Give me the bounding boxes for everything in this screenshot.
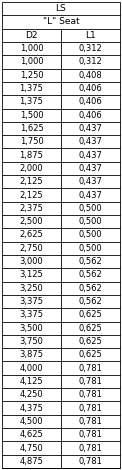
Text: 0,562: 0,562 (79, 257, 102, 266)
Text: 0,781: 0,781 (79, 390, 102, 400)
Text: 0,437: 0,437 (79, 190, 102, 200)
Text: 0,625: 0,625 (79, 337, 102, 346)
Text: LS: LS (56, 4, 66, 13)
Text: 1,625: 1,625 (20, 124, 43, 133)
Text: 1,000: 1,000 (20, 44, 43, 53)
Text: "L" Seat: "L" Seat (43, 17, 79, 26)
Text: D2: D2 (25, 31, 38, 40)
Text: 0,781: 0,781 (79, 377, 102, 386)
Text: 0,312: 0,312 (79, 57, 102, 66)
Text: 0,500: 0,500 (79, 217, 102, 226)
Text: 4,250: 4,250 (20, 390, 43, 400)
Text: 0,437: 0,437 (79, 150, 102, 160)
Text: 0,406: 0,406 (79, 84, 102, 93)
Text: 3,125: 3,125 (20, 270, 43, 280)
Text: 4,125: 4,125 (20, 377, 43, 386)
Text: 3,375: 3,375 (20, 310, 44, 320)
Text: 0,625: 0,625 (79, 350, 102, 360)
Text: 1,375: 1,375 (20, 97, 43, 106)
Text: 0,562: 0,562 (79, 297, 102, 306)
Text: 3,000: 3,000 (20, 257, 43, 266)
Text: 0,312: 0,312 (79, 44, 102, 53)
Text: 0,781: 0,781 (79, 417, 102, 426)
Text: 0,406: 0,406 (79, 110, 102, 120)
Text: 2,625: 2,625 (20, 230, 43, 240)
Text: 0,625: 0,625 (79, 324, 102, 333)
Text: 4,750: 4,750 (20, 444, 43, 453)
Text: 2,375: 2,375 (20, 204, 43, 213)
Text: 0,781: 0,781 (79, 444, 102, 453)
Text: 2,125: 2,125 (20, 190, 43, 200)
Text: 4,625: 4,625 (20, 430, 43, 439)
Text: 3,375: 3,375 (20, 297, 44, 306)
Text: 0,408: 0,408 (79, 70, 102, 80)
Text: 0,781: 0,781 (79, 364, 102, 373)
Text: 3,500: 3,500 (20, 324, 43, 333)
Text: 4,375: 4,375 (20, 404, 43, 413)
Text: 1,875: 1,875 (20, 150, 43, 160)
Text: 0,562: 0,562 (79, 270, 102, 280)
Text: 0,406: 0,406 (79, 97, 102, 106)
Text: 0,437: 0,437 (79, 177, 102, 186)
Text: 1,750: 1,750 (20, 137, 43, 146)
Text: 3,875: 3,875 (20, 350, 44, 360)
Text: L1: L1 (85, 31, 96, 40)
Text: 0,437: 0,437 (79, 124, 102, 133)
Text: 2,000: 2,000 (20, 164, 43, 173)
Text: 0,781: 0,781 (79, 430, 102, 439)
Text: 2,750: 2,750 (20, 244, 43, 253)
Text: 0,437: 0,437 (79, 164, 102, 173)
Text: 4,875: 4,875 (20, 457, 43, 466)
Text: 3,250: 3,250 (20, 284, 43, 293)
Text: 1,000: 1,000 (20, 57, 43, 66)
Text: 0,500: 0,500 (79, 204, 102, 213)
Text: 0,625: 0,625 (79, 310, 102, 320)
Text: 4,500: 4,500 (20, 417, 43, 426)
Text: 0,500: 0,500 (79, 244, 102, 253)
Text: 1,500: 1,500 (20, 110, 43, 120)
Text: 0,781: 0,781 (79, 404, 102, 413)
Text: 4,000: 4,000 (20, 364, 43, 373)
Text: 1,375: 1,375 (20, 84, 43, 93)
Text: 0,500: 0,500 (79, 230, 102, 240)
Text: 1,250: 1,250 (20, 70, 43, 80)
Text: 0,437: 0,437 (79, 137, 102, 146)
Text: 3,750: 3,750 (20, 337, 43, 346)
Text: 0,781: 0,781 (79, 457, 102, 466)
Text: 2,125: 2,125 (20, 177, 43, 186)
Text: 2,500: 2,500 (20, 217, 43, 226)
Text: 0,562: 0,562 (79, 284, 102, 293)
